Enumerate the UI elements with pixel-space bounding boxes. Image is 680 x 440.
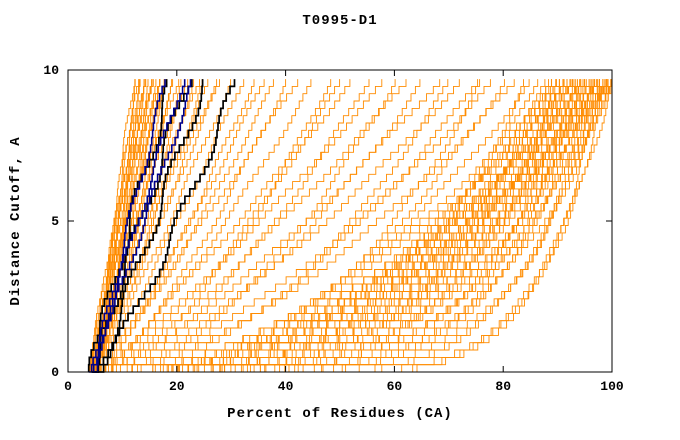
y-tick-label: 10 [43, 63, 59, 78]
model-curve [95, 79, 204, 373]
x-tick-label: 100 [600, 379, 624, 394]
model-curve [89, 79, 568, 373]
model-curve [96, 79, 274, 373]
x-axis-label: Percent of Residues (CA) [227, 406, 453, 422]
model-curve [88, 79, 595, 373]
model-curve [88, 79, 612, 373]
y-tick-label: 0 [51, 365, 59, 380]
model-curve [93, 79, 396, 373]
x-tick-label: 20 [169, 379, 185, 394]
x-tick-label: 60 [387, 379, 403, 394]
model-curve [94, 79, 166, 373]
model-curve [89, 79, 421, 373]
model-curve [95, 79, 613, 373]
model-curve [89, 79, 287, 373]
model-curve [97, 79, 370, 373]
model-curve [95, 79, 449, 373]
x-tick-label: 0 [64, 379, 72, 394]
model-curve [92, 79, 441, 373]
model-curve [91, 79, 341, 373]
model-curve [93, 79, 530, 373]
model-curve [92, 79, 220, 373]
model-curve [88, 79, 154, 373]
model-curve [97, 79, 265, 373]
x-tick-label: 40 [278, 379, 294, 394]
model-curve [95, 79, 312, 373]
model-curve [88, 79, 332, 373]
model-curve [91, 79, 168, 373]
model-curve [94, 79, 255, 373]
model-curve [90, 79, 524, 373]
model-curve [92, 79, 581, 373]
model-curve [91, 79, 479, 373]
model-curve [93, 79, 539, 373]
model-curve [88, 79, 192, 373]
model-curve [92, 79, 236, 373]
model-curve [96, 79, 598, 373]
model-curve [91, 79, 604, 373]
model-curve [91, 79, 481, 373]
x-tick-label: 80 [495, 379, 511, 394]
page-title: T0995-D1 [302, 13, 378, 29]
y-tick-label: 5 [51, 214, 59, 229]
